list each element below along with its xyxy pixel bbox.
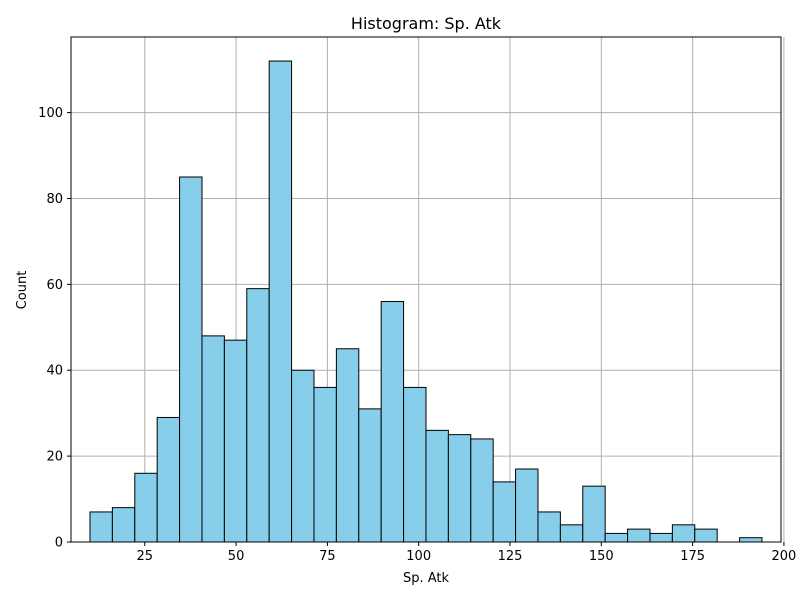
ticks-layer: 25 50 75 100 125 150 175 200 0 20 40 60 80 100 [38,106,796,564]
histogram-bar [582,485,606,543]
histogram-bar [604,532,629,543]
y-tick-label: 40 [46,364,63,379]
x-axis-label: Sp. Atk [403,571,450,586]
x-tick-label: 175 [680,549,705,564]
histogram-bar [425,429,449,543]
y-tick-label: 80 [46,192,63,207]
y-axis-label: Count [15,271,30,310]
histogram-bar [111,507,136,543]
histogram-bar [380,301,405,543]
histogram-bar [223,339,248,543]
x-tick-label: 75 [319,549,336,564]
histogram-bar [246,288,270,543]
histogram-bar [694,528,718,543]
histogram-bar [739,537,763,543]
x-tick-label: 200 [772,549,797,564]
x-tick-label: 125 [498,549,523,564]
bars-layer [89,60,763,543]
histogram-bar [627,528,651,543]
histogram-bar [201,335,225,543]
histogram-bar [335,348,360,543]
histogram-bar [134,472,158,543]
histogram-bar [537,511,561,543]
x-tick-label: 50 [228,549,245,564]
y-tick-label: 20 [46,450,63,465]
histogram-bar [649,532,673,543]
histogram-bar [559,524,584,543]
chart-title: Histogram: Sp. Atk [351,14,502,33]
histogram-bar [515,468,539,543]
histogram-bar [156,416,181,543]
y-tick-label: 0 [55,536,63,551]
histogram-bar [671,524,696,543]
histogram-bar [470,438,494,543]
histogram-bar [492,481,517,543]
histogram-bar [179,176,203,543]
histogram-bar [358,408,382,543]
histogram-bar [447,434,472,543]
histogram-bar [291,369,315,543]
histogram-bar [268,60,293,543]
y-tick-label: 60 [46,278,63,293]
plot-frame [70,36,782,543]
y-tick-label: 100 [38,106,63,121]
x-tick-label: 100 [406,549,431,564]
histogram-bar [313,386,337,543]
histogram-bar [403,386,427,543]
x-tick-label: 25 [137,549,154,564]
histogram-bar [89,511,113,543]
x-tick-label: 150 [589,549,614,564]
